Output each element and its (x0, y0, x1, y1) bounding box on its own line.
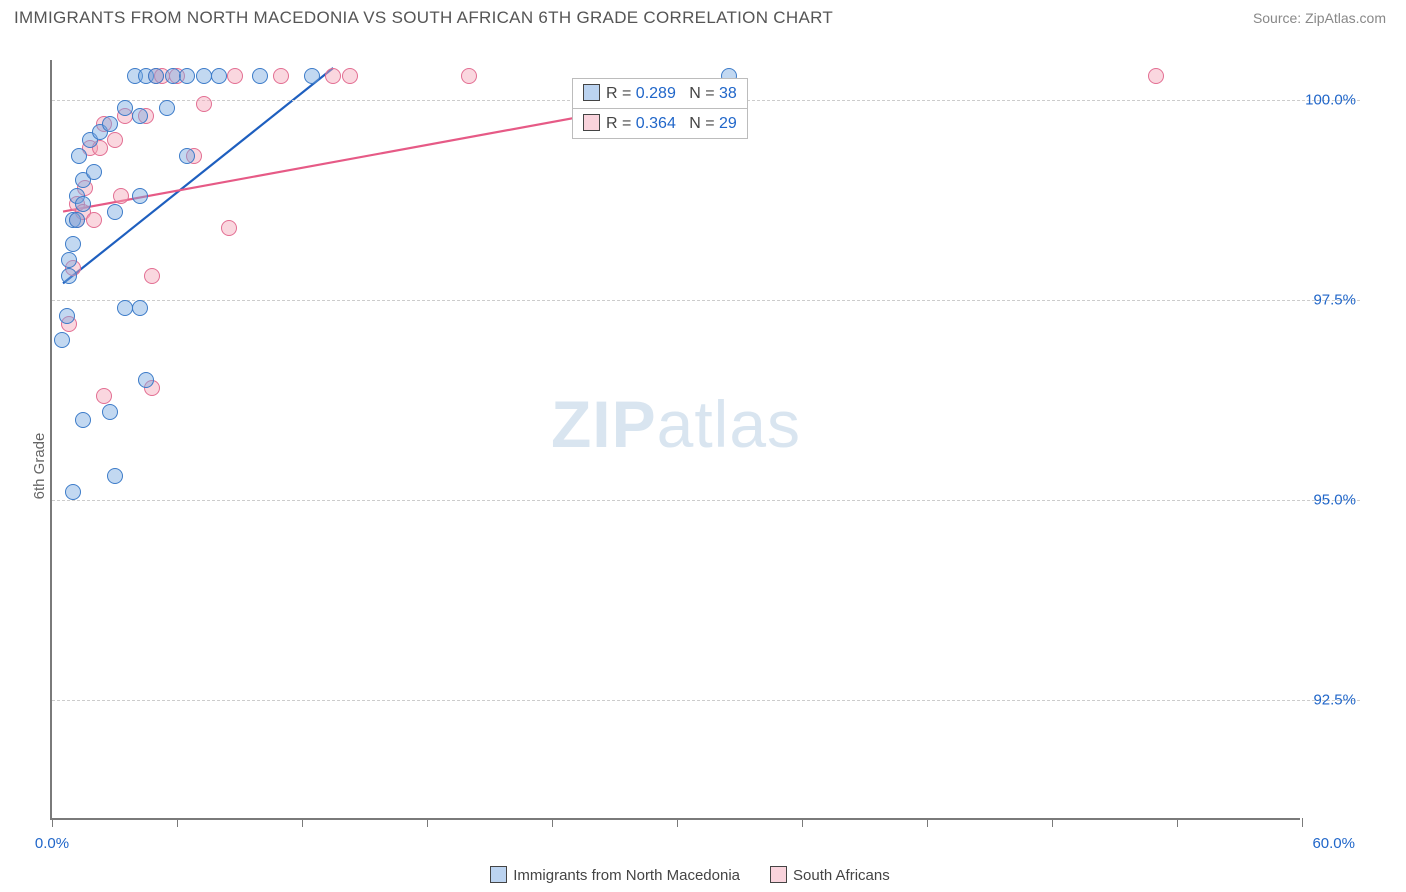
data-point (325, 68, 341, 84)
x-tick (802, 818, 803, 827)
source-link[interactable]: ZipAtlas.com (1305, 10, 1386, 26)
data-point (227, 68, 243, 84)
data-point (148, 68, 164, 84)
data-point (61, 268, 77, 284)
legend-series-label: South Africans (793, 867, 890, 884)
x-tick-label: 60.0% (1312, 835, 1355, 852)
data-point (179, 148, 195, 164)
data-point (179, 68, 195, 84)
plot-region: ZIPatlas 100.0%97.5%95.0%92.5%0.0%60.0%R… (50, 60, 1300, 820)
gridline (52, 300, 1360, 301)
correlation-legend: R = 0.289 N = 38 (572, 78, 748, 109)
data-point (252, 68, 268, 84)
data-point (75, 412, 91, 428)
data-point (69, 212, 85, 228)
data-point (196, 96, 212, 112)
y-tick-label: 100.0% (1305, 92, 1356, 109)
legend-r-value: 0.289 (636, 85, 676, 102)
x-tick (677, 818, 678, 827)
data-point (65, 484, 81, 500)
x-tick (427, 818, 428, 827)
data-point (86, 212, 102, 228)
data-point (273, 68, 289, 84)
source-prefix: Source: (1253, 10, 1305, 26)
data-point (138, 372, 154, 388)
data-point (342, 68, 358, 84)
legend-r-label: R = (606, 115, 636, 132)
x-tick-label: 0.0% (35, 835, 69, 852)
correlation-legend: R = 0.364 N = 29 (572, 108, 748, 139)
gridline (52, 500, 1360, 501)
data-point (107, 132, 123, 148)
data-point (59, 308, 75, 324)
y-tick-label: 97.5% (1313, 292, 1356, 309)
data-point (71, 148, 87, 164)
chart-area: 6th Grade ZIPatlas 100.0%97.5%95.0%92.5%… (0, 40, 1406, 892)
legend-swatch (490, 866, 507, 883)
x-tick (52, 818, 53, 827)
data-point (107, 204, 123, 220)
data-point (304, 68, 320, 84)
data-point (221, 220, 237, 236)
x-tick (1302, 818, 1303, 827)
data-point (132, 300, 148, 316)
data-point (61, 252, 77, 268)
data-point (1148, 68, 1164, 84)
x-tick (302, 818, 303, 827)
legend-r-label: R = (606, 85, 636, 102)
legend-series-label: Immigrants from North Macedonia (513, 867, 740, 884)
data-point (461, 68, 477, 84)
y-tick-label: 95.0% (1313, 492, 1356, 509)
chart-title: IMMIGRANTS FROM NORTH MACEDONIA VS SOUTH… (14, 8, 833, 28)
legend-n-value: 29 (719, 115, 737, 132)
data-point (117, 300, 133, 316)
x-tick (927, 818, 928, 827)
x-tick (1052, 818, 1053, 827)
data-point (113, 188, 129, 204)
legend-swatch (583, 114, 600, 131)
gridline (52, 700, 1360, 701)
data-point (132, 108, 148, 124)
source-credit: Source: ZipAtlas.com (1253, 10, 1386, 26)
data-point (117, 100, 133, 116)
data-point (132, 188, 148, 204)
y-axis-label: 6th Grade (31, 433, 48, 500)
legend-n-value: 38 (719, 85, 737, 102)
data-point (107, 468, 123, 484)
legend-n-label: N = (689, 115, 719, 132)
x-tick (552, 818, 553, 827)
x-tick (1177, 818, 1178, 827)
legend-n-label: N = (689, 85, 719, 102)
header: IMMIGRANTS FROM NORTH MACEDONIA VS SOUTH… (0, 0, 1406, 32)
data-point (102, 116, 118, 132)
x-tick (177, 818, 178, 827)
legend-swatch (583, 84, 600, 101)
data-point (159, 100, 175, 116)
watermark: ZIPatlas (551, 386, 801, 462)
legend-r-value: 0.364 (636, 115, 676, 132)
data-point (75, 196, 91, 212)
data-point (211, 68, 227, 84)
data-point (144, 268, 160, 284)
data-point (54, 332, 70, 348)
legend-swatch (770, 866, 787, 883)
y-tick-label: 92.5% (1313, 692, 1356, 709)
data-point (102, 404, 118, 420)
trend-lines (52, 60, 1300, 818)
bottom-legend: Immigrants from North Macedonia South Afr… (50, 866, 1300, 884)
data-point (96, 388, 112, 404)
data-point (65, 236, 81, 252)
data-point (86, 164, 102, 180)
